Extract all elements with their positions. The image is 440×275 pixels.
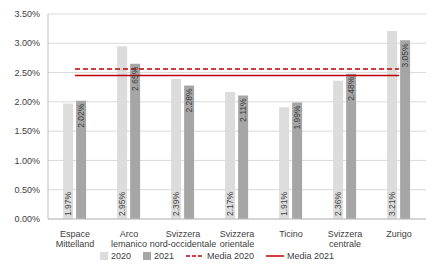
svg-text:1.99%: 1.99% <box>292 105 302 130</box>
svg-text:2.17%: 2.17% <box>225 191 235 216</box>
svg-text:2.39%: 2.39% <box>171 191 181 216</box>
svg-text:Arcolemanico: Arcolemanico <box>111 229 147 249</box>
svg-text:1.91%: 1.91% <box>279 191 289 216</box>
svg-text:0.50%: 0.50% <box>14 185 40 195</box>
svg-text:3.21%: 3.21% <box>387 191 397 216</box>
svg-text:EspaceMittelland: EspaceMittelland <box>56 229 95 249</box>
svg-text:3.00%: 3.00% <box>14 38 40 48</box>
svg-text:Zurigo: Zurigo <box>386 229 412 239</box>
svg-text:2.36%: 2.36% <box>333 191 343 216</box>
svg-text:Svizzeracentrale: Svizzeracentrale <box>328 229 363 249</box>
svg-text:Svizzeraorientale: Svizzeraorientale <box>220 229 255 249</box>
svg-text:2.11%: 2.11% <box>238 98 248 122</box>
svg-text:2.28%: 2.28% <box>184 88 194 113</box>
svg-text:2.65%: 2.65% <box>130 66 140 91</box>
html-text:2020: 2020 <box>110 251 131 261</box>
svg-text:1.00%: 1.00% <box>14 156 40 166</box>
html-text:Media 2021: Media 2021 <box>287 251 335 261</box>
svg-text:Ticino: Ticino <box>279 229 303 239</box>
html-text:2021: 2021 <box>154 251 174 261</box>
svg-text:1.97%: 1.97% <box>63 191 73 216</box>
html-text:Media 2020: Media 2020 <box>207 251 254 261</box>
svg-text:2.48%: 2.48% <box>346 76 356 101</box>
svg-text:2.00%: 2.00% <box>14 97 40 107</box>
svg-text:3.05%: 3.05% <box>400 43 410 68</box>
svg-text:2.95%: 2.95% <box>117 191 127 216</box>
svg-text:2.50%: 2.50% <box>14 68 40 78</box>
svg-text:2.02%: 2.02% <box>76 103 86 128</box>
svg-text:1.50%: 1.50% <box>14 126 40 136</box>
svg-text:0.00%: 0.00% <box>14 214 40 224</box>
svg-text:Svizzeranord-occidentale: Svizzeranord-occidentale <box>150 229 217 249</box>
svg-text:3.50%: 3.50% <box>14 9 40 19</box>
